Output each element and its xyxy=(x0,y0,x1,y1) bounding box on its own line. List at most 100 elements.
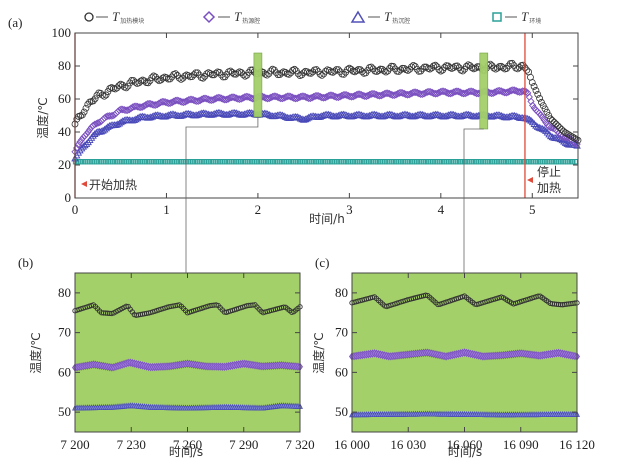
sink-point xyxy=(464,110,473,118)
module-point xyxy=(303,68,311,76)
source-point xyxy=(436,88,445,96)
source-point xyxy=(212,94,221,103)
source-point xyxy=(319,93,328,102)
legend-circle-marker xyxy=(84,12,94,22)
y-tick-label: 100 xyxy=(52,25,72,40)
sink-point xyxy=(418,110,427,118)
ambient-point xyxy=(189,159,194,165)
ambient-point xyxy=(507,159,512,165)
ambient-point xyxy=(276,159,281,165)
x-tick-label: 1 xyxy=(163,202,170,217)
module-point xyxy=(322,67,329,75)
highlight-window xyxy=(253,52,263,118)
module-point xyxy=(380,67,388,75)
ambient-point xyxy=(310,159,315,165)
module-point xyxy=(285,70,293,78)
module-point xyxy=(93,91,101,99)
module-point xyxy=(565,131,573,139)
ambient-point xyxy=(534,159,539,165)
ambient-point xyxy=(365,159,370,165)
source-point xyxy=(82,130,91,138)
ambient-point xyxy=(299,159,304,165)
module-point xyxy=(113,84,121,92)
y-tick-label: 80 xyxy=(58,58,71,73)
source-point xyxy=(91,120,99,129)
source-point xyxy=(334,93,343,102)
module-point xyxy=(141,77,148,85)
ambient-point xyxy=(443,159,448,165)
module-point xyxy=(192,69,200,77)
source-point xyxy=(268,92,277,101)
ambient-point xyxy=(207,159,212,165)
ambient-point xyxy=(411,159,416,165)
module-point xyxy=(245,69,253,76)
ambient-point xyxy=(235,159,240,165)
module-point xyxy=(356,66,364,74)
sink-point xyxy=(372,110,381,118)
sink-point xyxy=(140,112,148,120)
source-point xyxy=(364,91,372,100)
source-point xyxy=(224,95,232,103)
ambient-point xyxy=(505,159,510,165)
ambient-point xyxy=(118,159,123,165)
x-tick-label: 16 090 xyxy=(503,437,539,452)
ambient-point xyxy=(532,159,537,165)
source-point xyxy=(122,106,130,115)
sink-point xyxy=(435,111,443,119)
ambient-point xyxy=(269,159,274,165)
ambient-point xyxy=(150,159,155,165)
ambient-point xyxy=(344,159,350,165)
module-point xyxy=(247,66,254,74)
ambient-point xyxy=(495,159,501,165)
ambient-point xyxy=(537,159,542,165)
module-point xyxy=(313,66,320,73)
source-point xyxy=(89,121,97,130)
module-point xyxy=(185,72,192,80)
ambient-point xyxy=(386,159,391,165)
ambient-point xyxy=(555,159,560,165)
ambient-point xyxy=(319,159,325,165)
x-tick-label: 16 000 xyxy=(334,437,370,452)
ambient-point xyxy=(564,159,569,165)
ambient-point xyxy=(502,159,507,165)
sink-point xyxy=(532,121,540,129)
module-point xyxy=(89,97,97,105)
module-point xyxy=(199,74,207,82)
sink-point xyxy=(262,109,270,117)
ambient-point xyxy=(136,159,142,165)
source-point xyxy=(349,92,357,101)
source-point xyxy=(199,94,208,103)
ambient-point xyxy=(264,159,270,165)
module-point xyxy=(532,87,540,94)
source-point xyxy=(408,89,417,97)
ambient-point xyxy=(228,159,233,165)
ambient-point xyxy=(104,159,110,165)
module-point xyxy=(550,118,558,126)
legend-item-source: T热源腔 xyxy=(202,9,260,25)
sink-point xyxy=(560,137,568,145)
source-point xyxy=(81,131,89,140)
ambient-point xyxy=(308,159,313,165)
ambient-point xyxy=(525,159,530,165)
module-point xyxy=(545,112,553,119)
sink-point xyxy=(357,111,366,119)
panel-a-axes: 0 1 2 3 4 5 0 20 40 60 80 100 xyxy=(52,25,579,217)
module-point xyxy=(567,132,575,140)
ambient-point xyxy=(429,159,434,165)
sink-point xyxy=(561,138,570,146)
ambient-point xyxy=(324,159,329,165)
source-point xyxy=(392,90,400,99)
module-point xyxy=(82,104,90,112)
sink-point xyxy=(546,132,555,140)
sink-point xyxy=(548,133,557,141)
sink-point xyxy=(449,110,458,118)
source-point xyxy=(418,90,426,99)
source-point xyxy=(92,119,101,128)
ambient-point xyxy=(155,159,160,165)
ambient-point xyxy=(367,159,373,165)
y-tick-label: 60 xyxy=(58,364,71,379)
source-point xyxy=(502,88,510,97)
y-tick-label: 20 xyxy=(58,157,71,172)
ambient-point xyxy=(216,159,222,165)
ambient-point xyxy=(390,159,395,165)
